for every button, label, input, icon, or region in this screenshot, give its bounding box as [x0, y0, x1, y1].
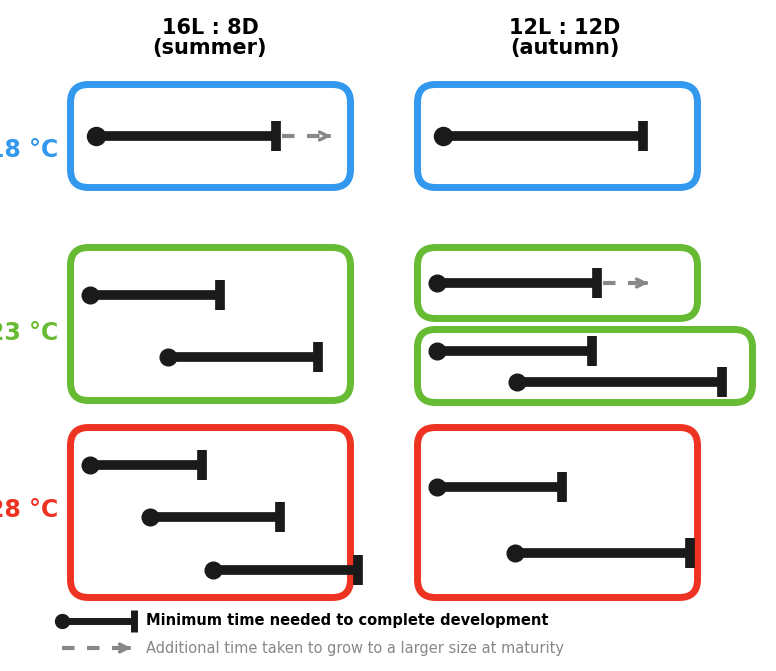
FancyBboxPatch shape — [417, 248, 698, 319]
FancyBboxPatch shape — [417, 329, 753, 403]
FancyBboxPatch shape — [71, 85, 351, 187]
Text: (summer): (summer) — [153, 38, 267, 58]
Text: 23 °C: 23 °C — [0, 321, 58, 345]
Text: 12L : 12D: 12L : 12D — [509, 18, 621, 38]
Text: Minimum time needed to complete development: Minimum time needed to complete developm… — [146, 613, 549, 629]
FancyBboxPatch shape — [71, 248, 351, 401]
FancyBboxPatch shape — [417, 85, 698, 187]
Text: (autumn): (autumn) — [511, 38, 620, 58]
Text: 28 °C: 28 °C — [0, 498, 58, 522]
FancyBboxPatch shape — [71, 427, 351, 597]
Text: Additional time taken to grow to a larger size at maturity: Additional time taken to grow to a large… — [146, 641, 564, 656]
Text: 18 °C: 18 °C — [0, 138, 58, 162]
Text: 16L : 8D: 16L : 8D — [161, 18, 258, 38]
FancyBboxPatch shape — [417, 427, 698, 597]
